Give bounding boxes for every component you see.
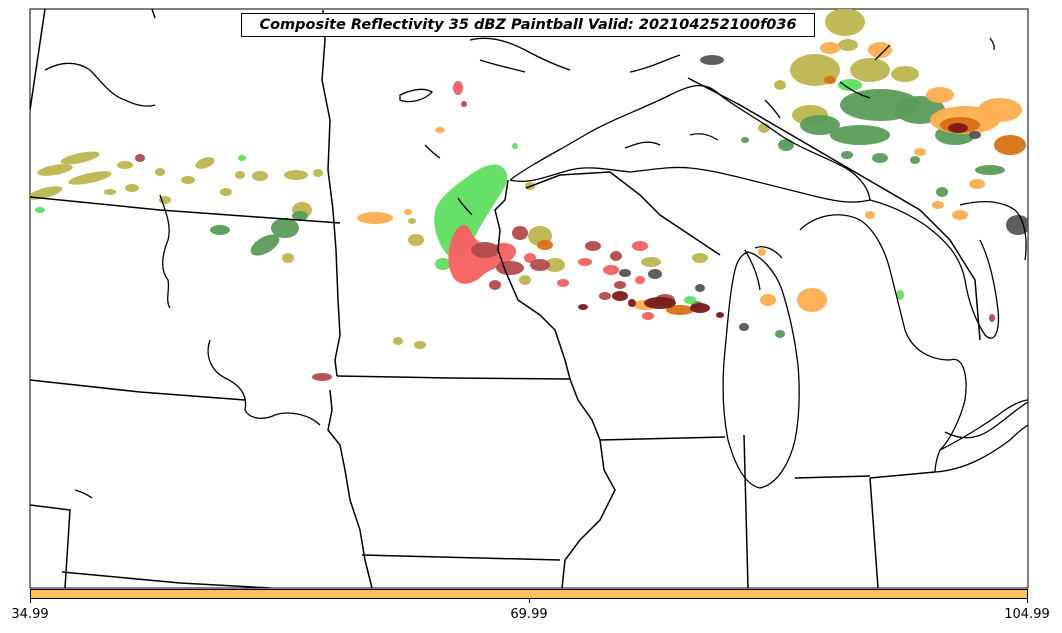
orange-reflectivity-cells (357, 42, 1022, 312)
colorbar-tick-label-middle: 69.99 (510, 607, 548, 622)
coastlines (44, 37, 1028, 499)
colorbar-tick-label-left: 34.99 (11, 607, 49, 622)
green-reflectivity-cells (210, 89, 1005, 338)
colorbar (30, 589, 1028, 599)
map-title: Composite Reflectivity 35 dBZ Paintball … (241, 13, 815, 37)
maroon-reflectivity-cells (578, 123, 968, 318)
colorbar-fill (31, 590, 1027, 598)
colorbar-tick-label-right: 104.99 (1004, 607, 1050, 622)
dark-gray-reflectivity-cells (619, 55, 1028, 331)
colorbar-tick-mark-left (30, 599, 31, 603)
reflectivity-paintball-layer (30, 9, 1028, 381)
state-boundaries (30, 9, 981, 588)
light-green-reflectivity-cells (35, 79, 904, 304)
colorbar-tick-mark-middle (529, 599, 530, 603)
colorbar-tick-mark-right (1027, 599, 1028, 603)
